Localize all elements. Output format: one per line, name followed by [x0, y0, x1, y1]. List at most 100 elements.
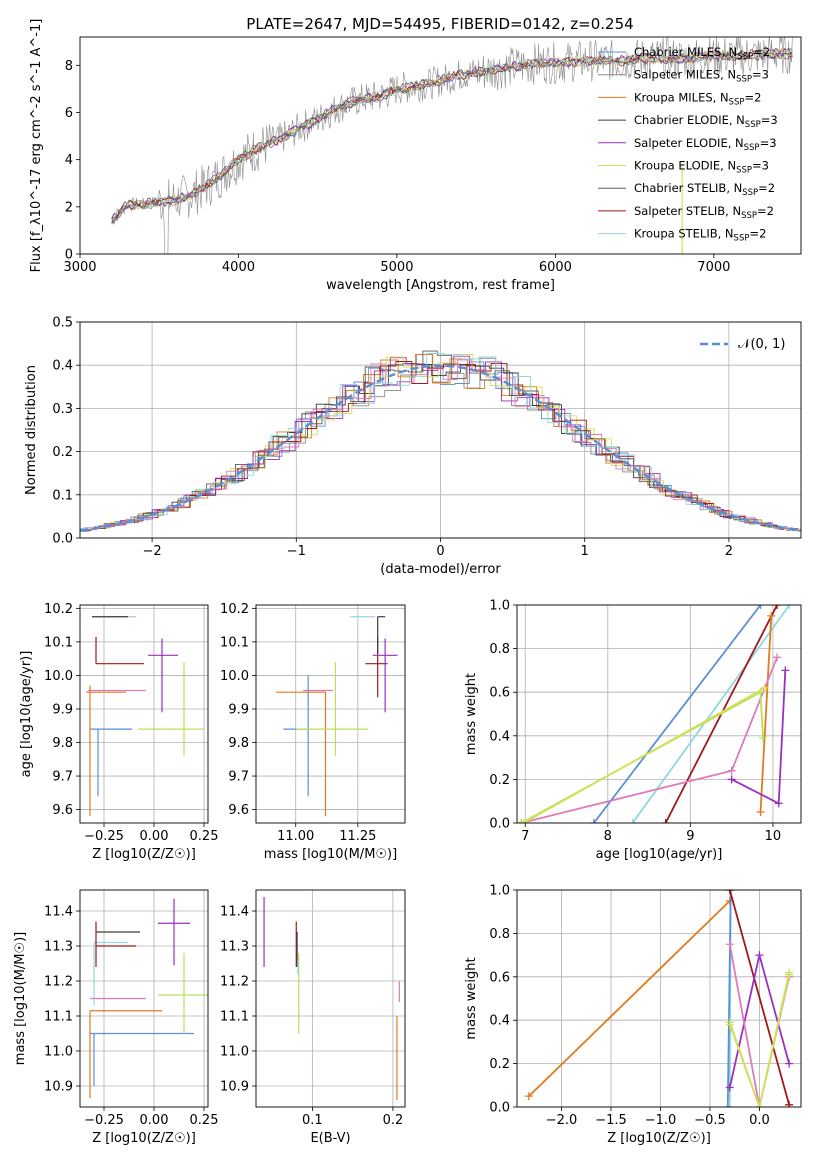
y-tick-label: 0.2: [489, 773, 510, 788]
histogram-step: [82, 359, 801, 531]
x-tick-label: 8: [604, 829, 612, 844]
x-tick-label: 0.25: [190, 829, 219, 844]
legend-label: 𝒩(0, 1): [738, 337, 785, 352]
y-tick-label: 0.6: [489, 686, 510, 701]
data-point: [138, 662, 204, 756]
legend-label-sub: SSP: [742, 188, 758, 198]
y-tick-label: 0.1: [52, 488, 73, 503]
y-tick-label: 1.0: [489, 884, 510, 899]
y-tick-label: 11.0: [220, 1045, 249, 1060]
y-tick-label: 0.4: [489, 729, 510, 744]
y-tick-label: 10.9: [44, 1080, 73, 1095]
y-axis-label: mass weight: [464, 673, 479, 755]
x-tick-label: 11.00: [277, 829, 314, 844]
legend-label-rest: =3: [752, 68, 769, 82]
legend-label: Kroupa MILES, NSSP=2: [634, 90, 761, 107]
model-spectrum-line: [111, 49, 793, 222]
massweight-vs-age-lines: [517, 605, 794, 823]
y-tick-label: 10.2: [220, 602, 249, 617]
legend-label: Kroupa ELODIE, NSSP=3: [634, 159, 769, 176]
plus-marker: [725, 1083, 734, 1092]
plus-marker: [661, 819, 670, 823]
spectrum-axes: 3000 4000 5000 6000 7000 0 2 4 6 8 wavelength [Ang…: [29, 19, 730, 293]
y-tick-label: 4: [65, 153, 73, 168]
y-tick-label: 11.2: [220, 975, 249, 990]
y-tick-label: 9.7: [228, 770, 249, 785]
y-tick-label: 10.2: [44, 602, 73, 617]
plus-marker: [524, 1092, 533, 1101]
y-tick-label: 10.1: [220, 635, 249, 650]
age-vs-Z-axes: −0.25 0.00 0.25 9.6 9.7 9.8 9.9 10.0 10.1 10.2 Z […: [19, 602, 218, 862]
massweight-vs-age-frame: [516, 604, 802, 824]
legend-label-sub: SSP: [741, 211, 757, 221]
spectrum-lines: [111, 37, 793, 254]
legend-label-sub: SSP: [734, 234, 750, 244]
y-tick-label: 0.8: [489, 642, 510, 657]
age-vs-Z-points: [86, 616, 204, 817]
y-tick-label: 11.0: [44, 1045, 73, 1060]
y-tick-label: 11.1: [44, 1010, 73, 1025]
data-point: [365, 636, 388, 698]
plus-marker: [725, 1020, 734, 1029]
age-vs-mass-points: [275, 616, 398, 817]
age-vs-mass-frame: [255, 604, 406, 824]
y-tick-label: 9.9: [228, 702, 249, 717]
data-point: [158, 953, 208, 1034]
y-tick-label: 1.0: [489, 599, 510, 614]
y-tick-label: 0.8: [489, 927, 510, 942]
y-tick-label: 0.0: [489, 817, 510, 832]
data-point: [372, 638, 398, 713]
mass-weight-line: [728, 890, 790, 1106]
x-axis-label: Z [log10(Z/Z☉)]: [92, 847, 196, 862]
data-point: [295, 662, 368, 756]
x-tick-label: −2.0: [546, 1113, 578, 1128]
y-tick-label: 11.3: [220, 940, 249, 955]
mass-vs-Z-points: [89, 898, 208, 1099]
x-tick-label: 0.1: [302, 1113, 323, 1128]
massweight-vs-Z-frame: [516, 889, 802, 1108]
x-axis-label: mass [log10(M/M☉)]: [264, 847, 397, 862]
y-tick-label: 0.2: [489, 1057, 510, 1072]
plus-marker: [756, 605, 765, 609]
spectrum-frame: [79, 36, 802, 255]
mass-vs-Z-axes: −0.25 0.00 0.25 10.9 11.0 11.1 11.2 11.3 11.4 Z […: [13, 890, 218, 1146]
x-tick-label: 0.25: [190, 1113, 219, 1128]
legend-label-sub: SSP: [744, 143, 760, 153]
legend-label-rest: =2: [749, 227, 766, 241]
y-tick-label: 11.4: [44, 905, 73, 920]
age-vs-mass-axes: 11.00 11.25 9.6 9.7 9.8 9.9 10.0 10.1 10.2 mass […: [220, 602, 405, 862]
massweight-vs-Z-lines: [524, 890, 794, 1107]
plus-marker: [725, 940, 734, 949]
legend-label-rest: =3: [760, 136, 777, 150]
legend-label-sub: SSP: [737, 52, 753, 62]
y-axis-label: mass weight: [464, 957, 479, 1039]
legend-label: Salpeter MILES, NSSP=3: [634, 68, 769, 85]
model-spectrum-line: [111, 49, 793, 223]
residuals-frame: [79, 321, 802, 539]
plus-marker: [725, 1103, 734, 1107]
plus-marker: [781, 666, 790, 675]
y-tick-label: 0.0: [52, 532, 73, 547]
plus-marker: [785, 968, 794, 977]
y-tick-label: 9.7: [52, 770, 73, 785]
mass-weight-line: [520, 656, 778, 823]
y-tick-label: 0.5: [52, 316, 73, 331]
y-tick-label: 9.9: [52, 702, 73, 717]
spectrum-legend: Chabrier MILES, NSSP=2 Salpeter MILES, NS…: [598, 45, 778, 244]
legend-label-rest: =2: [744, 90, 761, 104]
legend-label-sub: SSP: [736, 75, 752, 85]
y-tick-label: 11.1: [220, 1010, 249, 1025]
mass-vs-ebv-axes: 0.1 0.2 10.9 11.0 11.1 11.2 11.3 11.4 E(B-V): [220, 890, 405, 1146]
data-point: [93, 941, 128, 1006]
observed-spectrum-line: [111, 37, 793, 254]
plus-marker: [725, 890, 734, 894]
x-axis-label: age [log10(age/yr)]: [596, 847, 723, 862]
y-tick-label: 6: [65, 106, 73, 121]
plus-marker: [774, 799, 783, 808]
legend-label-rest: =2: [753, 45, 770, 59]
residuals-axes: −2 −1 0 1 2 0.0 0.1 0.2 0.3 0.4 0.5 (data-model)/er…: [24, 316, 801, 577]
data-point: [90, 728, 132, 797]
plus-marker: [755, 951, 764, 960]
y-tick-label: 9.8: [228, 736, 249, 751]
plus-marker: [767, 611, 776, 620]
